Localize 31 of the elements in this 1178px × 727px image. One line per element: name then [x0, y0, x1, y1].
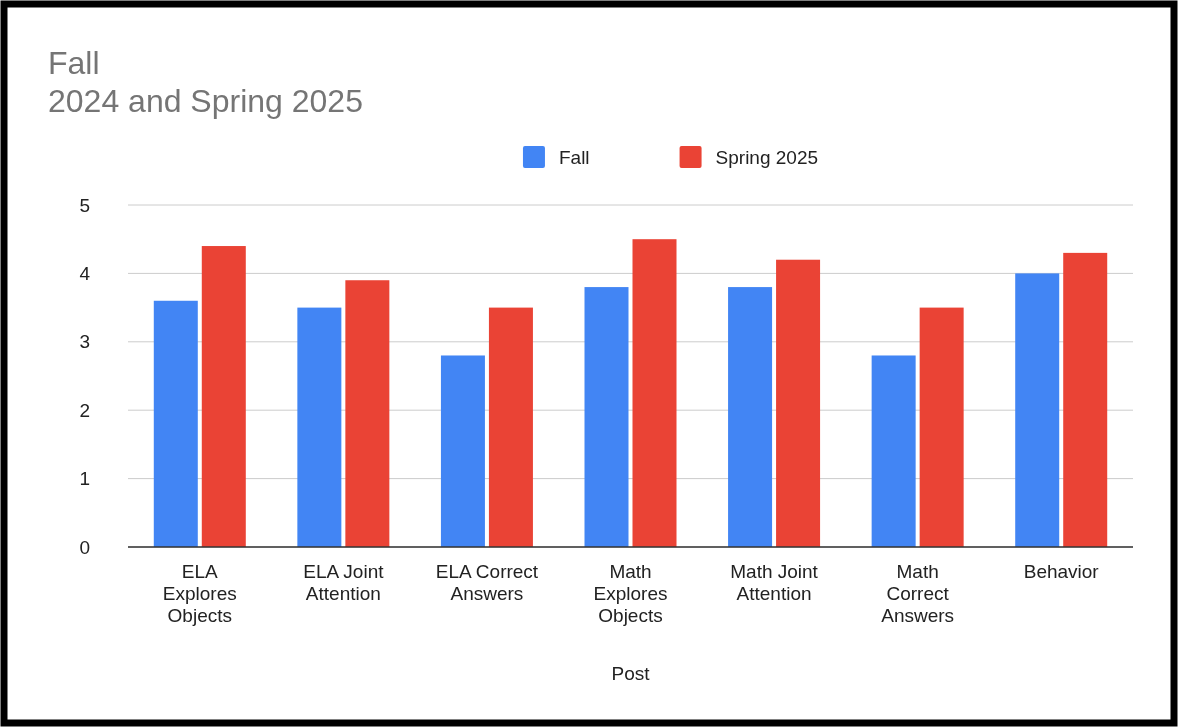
x-tick-label: Math Joint Attention [730, 561, 819, 604]
x-tick-label: Math Correct Answers [881, 561, 955, 626]
bar [632, 239, 677, 547]
y-tick-label: 5 [79, 194, 90, 216]
y-tick-label: 1 [79, 468, 90, 490]
legend-label: Spring 2025 [715, 146, 819, 168]
x-axis-title: Post [611, 663, 651, 684]
bar [153, 300, 198, 547]
x-tick-label: ELA Correct Answers [435, 561, 539, 604]
x-tick-label: ELA Explores Objects [162, 561, 237, 626]
y-tick-label: 2 [79, 399, 90, 421]
y-tick-label: 0 [79, 536, 90, 558]
bar [871, 355, 916, 547]
bar [345, 280, 390, 547]
legend-label: Fall [558, 146, 590, 168]
bar [1015, 273, 1060, 547]
bar [201, 246, 246, 547]
bar [297, 307, 342, 547]
bar [488, 307, 533, 547]
bar [1063, 252, 1108, 547]
bar [440, 355, 485, 547]
bar [919, 307, 964, 547]
bar [728, 287, 773, 547]
x-tick-label: Behavior [1023, 561, 1100, 582]
bar [584, 287, 629, 547]
x-tick-label: Math Explores Objects [593, 561, 668, 626]
y-tick-label: 3 [79, 331, 90, 353]
y-tick-label: 4 [79, 263, 91, 285]
chart-title: Fall 2024 and Spring 2025 [48, 45, 363, 119]
bar [776, 259, 821, 547]
x-tick-label: ELA Joint Attention [303, 561, 385, 604]
